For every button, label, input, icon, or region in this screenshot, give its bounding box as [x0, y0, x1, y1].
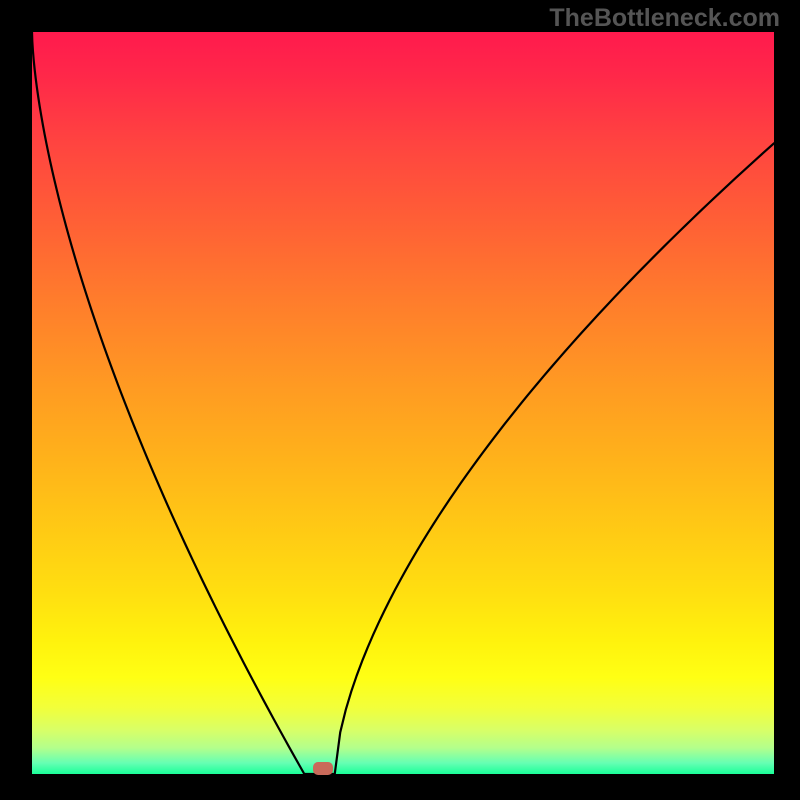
optimal-point-marker — [313, 762, 333, 775]
chart-svg — [0, 0, 800, 800]
watermark-text: TheBottleneck.com — [549, 4, 780, 33]
chart-container: TheBottleneck.com — [0, 0, 800, 800]
plot-background — [32, 32, 774, 774]
